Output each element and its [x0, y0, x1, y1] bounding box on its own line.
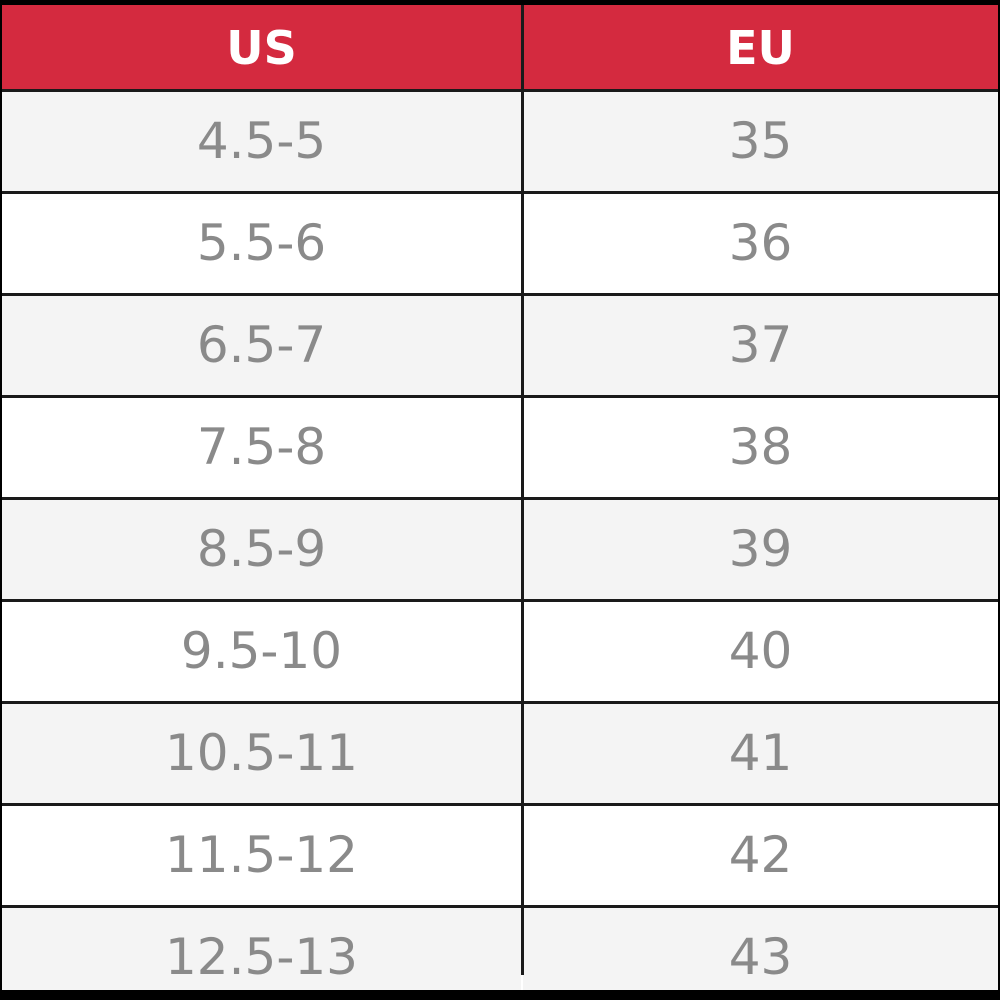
table-cell: 37: [523, 294, 998, 396]
table-cell: 9.5-10: [2, 600, 521, 702]
table-cell: 6.5-7: [2, 294, 521, 396]
table-cell: 10.5-11: [2, 702, 521, 804]
row-divider: [2, 89, 998, 92]
table-cell: 39: [523, 498, 998, 600]
table-cell: 5.5-6: [2, 192, 521, 294]
row-divider: [2, 701, 998, 704]
header-cell: EU: [523, 5, 998, 90]
table-cell: 8.5-9: [2, 498, 521, 600]
table-cell: 35: [523, 90, 998, 192]
header-cell: US: [2, 5, 521, 90]
table-cell: 43: [523, 906, 998, 990]
table-cell: 12.5-13: [2, 906, 521, 990]
table-cell: 36: [523, 192, 998, 294]
row-divider: [2, 293, 998, 296]
table-cell: 42: [523, 804, 998, 906]
row-divider: [2, 803, 998, 806]
table-cell: 4.5-5: [2, 90, 521, 192]
column-divider: [521, 5, 524, 975]
table-cell: 40: [523, 600, 998, 702]
table-cell: 7.5-8: [2, 396, 521, 498]
row-divider: [2, 905, 998, 908]
table-cell: 38: [523, 396, 998, 498]
row-divider: [2, 395, 998, 398]
table-cell: 41: [523, 702, 998, 804]
row-divider: [2, 497, 998, 500]
size-table: US EU 4.5-5 35 5.5-6 36 6.5-7 37 7.5-8 38 8.5-9 39 9…: [2, 5, 998, 990]
table-cell: 11.5-12: [2, 804, 521, 906]
row-divider: [2, 191, 998, 194]
row-divider: [2, 599, 998, 602]
